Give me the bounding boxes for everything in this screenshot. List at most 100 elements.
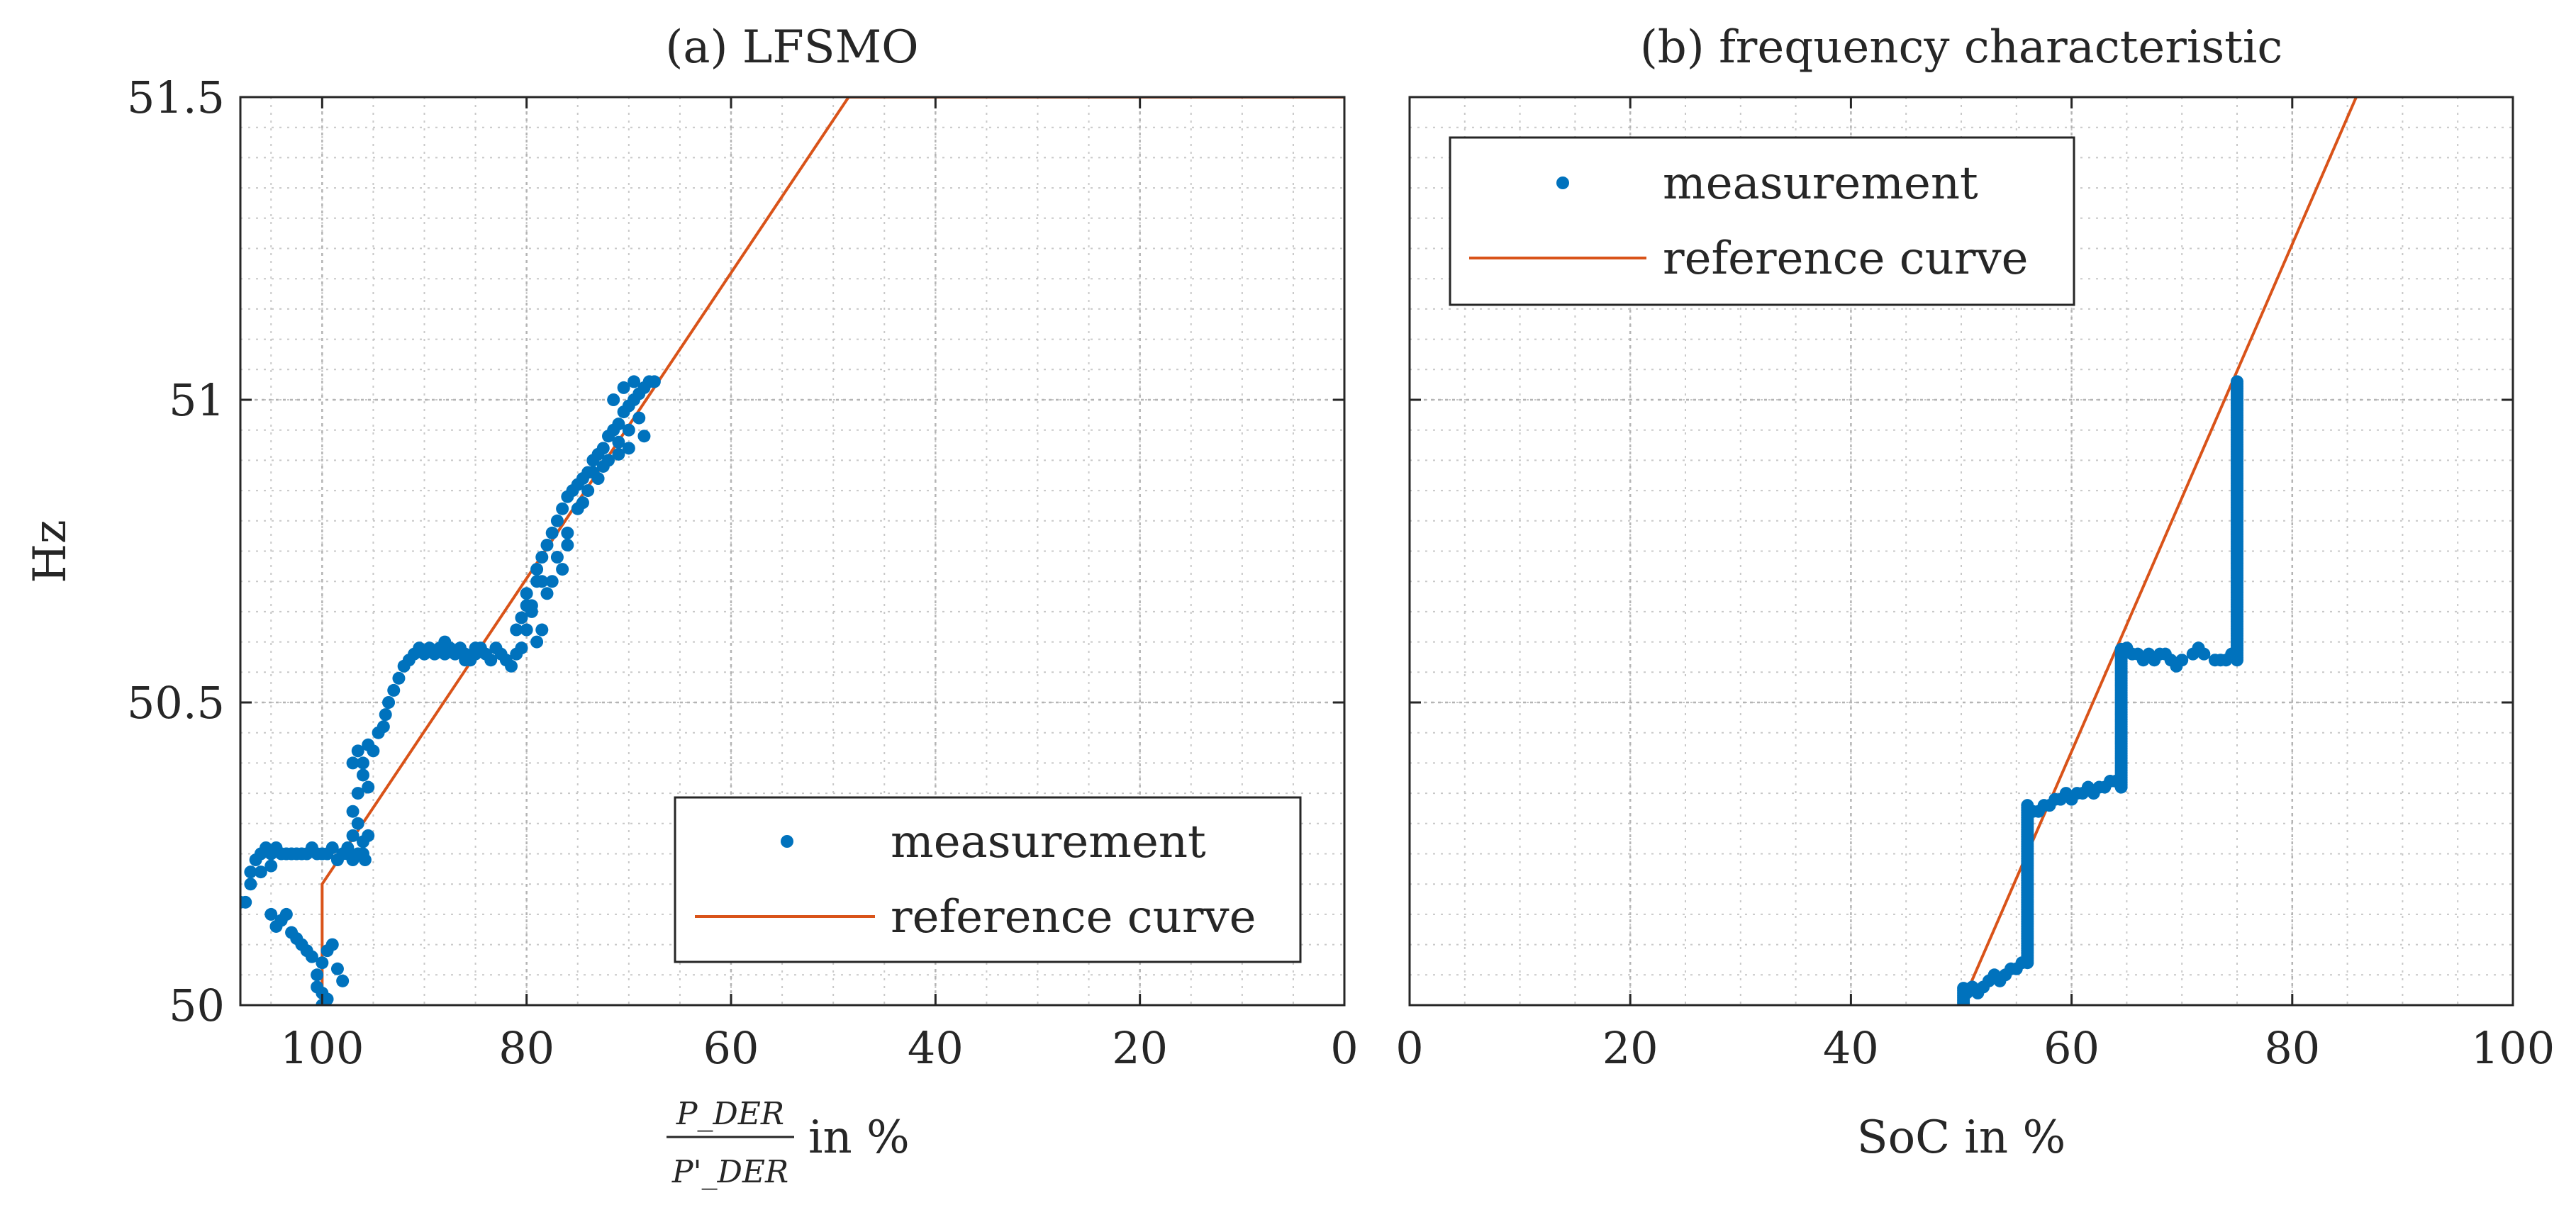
measurement-point: [576, 496, 589, 510]
panel-frequency-characteristic: 0 20 40 60 80 100 (b) frequency characteristi…: [1395, 21, 2555, 1164]
ticks-b: 0 20 40 60 80 100: [1395, 96, 2555, 1074]
measurement-point: [305, 950, 318, 963]
x-tick-label: 0: [1330, 1022, 1358, 1074]
measurement-point: [647, 375, 661, 388]
measurement-point: [530, 563, 544, 576]
measurement-point: [484, 654, 498, 667]
measurement-point: [515, 642, 528, 655]
measurement-point: [367, 744, 380, 758]
y-tick-label: 50: [169, 980, 225, 1031]
measurement-point: [561, 526, 574, 539]
measurement-point: [264, 859, 278, 873]
measurement-point: [628, 375, 641, 388]
measurement-point: [316, 956, 329, 970]
title-b: (b) frequency characteristic: [1640, 21, 2282, 74]
measurement-point: [346, 829, 359, 842]
measurement-point: [325, 938, 339, 951]
measurement-point: [377, 720, 390, 734]
legend-marker-measurement: [1556, 177, 1569, 189]
legend-a: measurement reference curve: [674, 796, 1302, 963]
measurement-point: [362, 780, 375, 794]
measurement-point: [586, 466, 600, 479]
measurement-point: [240, 895, 252, 909]
measurement-point: [520, 587, 533, 600]
x-tick-label: 80: [498, 1022, 554, 1074]
x-tick-label: 100: [2471, 1022, 2555, 1074]
legend-marker-measurement: [781, 835, 793, 848]
y-tick-label: 51.5: [127, 72, 225, 123]
measurement-point: [341, 847, 355, 861]
legend-label-reference: reference curve: [891, 891, 1256, 943]
measurement-point: [612, 447, 625, 461]
measurement-point: [311, 968, 324, 982]
xlabel-denominator: P'_DER: [671, 1154, 788, 1190]
measurement-point: [561, 538, 574, 551]
measurement-point: [617, 381, 630, 394]
measurement-point: [459, 654, 472, 667]
measurement-point: [362, 829, 375, 842]
measurement-point: [505, 659, 518, 673]
measurement-point: [535, 551, 549, 564]
x-tick-label: 20: [1112, 1022, 1168, 1074]
measurement-point: [469, 642, 482, 655]
measurement-point: [596, 459, 610, 473]
series-a: [240, 97, 1344, 1005]
y-tick-label: 50.5: [127, 677, 225, 729]
measurement-point: [351, 787, 364, 800]
measurement-point: [244, 866, 257, 879]
measurement-point: [637, 430, 651, 443]
axes-box-b: [1408, 96, 2514, 1007]
xlabel-suffix: in %: [808, 1111, 910, 1164]
measurement-point: [346, 756, 359, 770]
measurement-point: [2225, 647, 2238, 661]
measurement-point: [550, 514, 564, 527]
y-tick-label: 51: [169, 374, 225, 426]
measurement-point: [379, 708, 392, 722]
measurement-point: [269, 919, 283, 933]
measurement-point: [612, 435, 625, 449]
measurement-point: [545, 526, 559, 539]
measurement-point: [254, 866, 267, 879]
xlabel-b: SoC in %: [1857, 1111, 2066, 1164]
measurement-point: [2197, 647, 2211, 661]
x-tick-label: 40: [1823, 1022, 1879, 1074]
series-b: [1957, 97, 2358, 1005]
series-group: [240, 97, 1344, 1005]
xlabel-a: P_DER P'_DER in %: [667, 1096, 910, 1190]
legend-label-reference: reference curve: [1663, 233, 2028, 285]
measurement-point: [346, 805, 359, 818]
measurement-point: [438, 635, 452, 649]
measurement-point: [358, 853, 372, 867]
legend-b: measurement reference curve: [1449, 136, 2075, 306]
x-tick-label: 60: [703, 1022, 759, 1074]
measurement-point: [622, 442, 635, 455]
legend-box-b: [1449, 136, 2075, 306]
measurement-point: [622, 423, 635, 437]
title-a: (a) LFSMO: [665, 21, 918, 74]
measurement-point: [387, 683, 401, 697]
x-tick-label: 60: [2043, 1022, 2100, 1074]
series-group: [1957, 97, 2358, 1005]
legend-box-a: [674, 796, 1302, 963]
measurement-point: [351, 744, 364, 758]
axes-box-a: [239, 96, 1346, 1007]
ylabel-a: Hz: [24, 520, 77, 583]
measurement-point: [596, 442, 610, 455]
measurement-point: [540, 587, 554, 600]
measurement-point: [330, 962, 344, 975]
xlabel-numerator: P_DER: [676, 1096, 784, 1132]
measurement-point: [632, 411, 646, 425]
measurement-point: [540, 538, 554, 551]
measurement-point: [357, 756, 369, 770]
measurement-point: [520, 599, 533, 612]
measurement-point: [550, 551, 564, 564]
measurement-point: [581, 484, 595, 498]
measurement-point: [520, 623, 533, 637]
measurement-point: [382, 696, 396, 709]
measurement-point: [351, 817, 364, 830]
legend-label-measurement: measurement: [891, 816, 1206, 868]
measurement-point: [2109, 775, 2122, 788]
measurement-point: [612, 418, 625, 431]
